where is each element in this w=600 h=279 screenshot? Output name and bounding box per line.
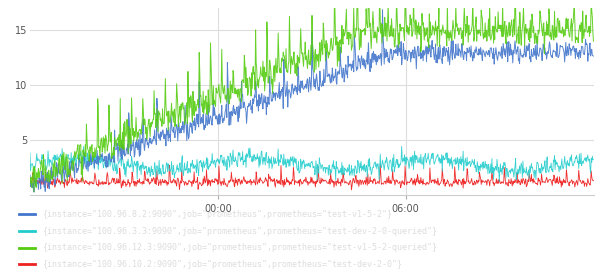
- Text: {instance="100.96.10.2:9090",job="prometheus",prometheus="test-dev-2-0"}: {instance="100.96.10.2:9090",job="promet…: [42, 260, 402, 269]
- Text: {instance="100.96.8.2:9090",job="prometheus",prometheus="test-v1-5-2"}: {instance="100.96.8.2:9090",job="prometh…: [42, 210, 392, 219]
- Text: {instance="100.96.3.3:9090",job="prometheus",prometheus="test-dev-2-0-queried"}: {instance="100.96.3.3:9090",job="prometh…: [42, 227, 437, 235]
- Text: {instance="100.96.12.3:9090",job="prometheus",prometheus="test-v1-5-2-queried"}: {instance="100.96.12.3:9090",job="promet…: [42, 243, 437, 252]
